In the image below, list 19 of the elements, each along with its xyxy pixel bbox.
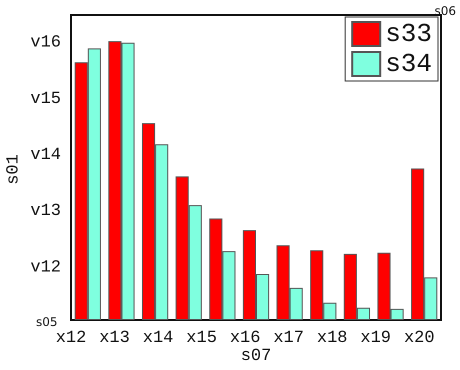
legend-label: s34	[385, 49, 432, 79]
legend-label: s33	[385, 19, 432, 49]
text: v13	[30, 202, 61, 222]
text: x14	[142, 329, 174, 348]
x-axis-title: s07	[240, 347, 272, 366]
text: x12	[56, 329, 86, 348]
text: x17	[273, 329, 304, 348]
text: v15	[30, 90, 61, 109]
text: x15	[186, 329, 217, 348]
text: v16	[30, 34, 61, 53]
text: v12	[30, 258, 61, 278]
text: x19	[360, 329, 392, 348]
text: x18	[316, 329, 348, 348]
text: x13	[99, 329, 130, 348]
text: s05	[36, 315, 58, 329]
text: v14	[30, 146, 61, 165]
y-axis-title: s01	[4, 154, 24, 185]
text: x20	[404, 329, 435, 348]
text: x16	[230, 329, 260, 348]
